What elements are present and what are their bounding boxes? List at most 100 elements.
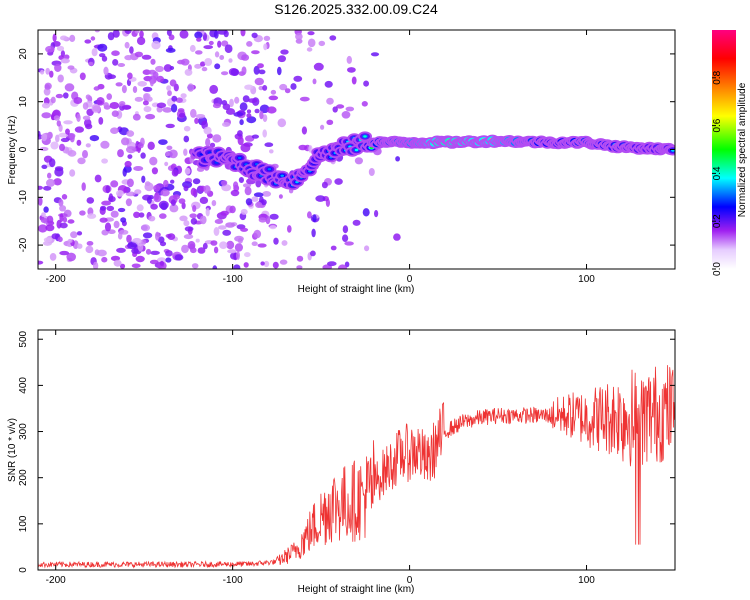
heatmap-cell xyxy=(160,202,168,211)
heatmap-cell xyxy=(94,249,100,256)
heatmap-cell xyxy=(59,250,70,256)
heatmap-cell xyxy=(342,225,349,234)
heatmap-cell xyxy=(336,104,345,109)
heatmap-cell xyxy=(68,133,76,139)
heatmap-cell xyxy=(59,222,68,229)
heatmap-cell xyxy=(103,66,109,76)
colorbar-tick-label: 0.2 xyxy=(712,214,723,228)
heatmap-cell xyxy=(153,194,162,203)
heatmap-cell xyxy=(107,74,117,79)
heatmap-cell xyxy=(243,262,249,268)
heatmap-cell xyxy=(374,210,379,218)
heatmap-cell xyxy=(59,205,67,212)
heatmap-cell xyxy=(113,220,120,229)
heatmap-cell xyxy=(91,48,98,57)
snr-y-ticks: 0 100 200 300 400 500 xyxy=(18,330,675,573)
heatmap-cell xyxy=(162,107,173,113)
heatmap-cell xyxy=(134,51,143,58)
heatmap-cell xyxy=(240,143,251,153)
heatmap-cell xyxy=(46,215,54,224)
heatmap-cell xyxy=(127,72,133,80)
heatmap-cell xyxy=(82,115,91,121)
heatmap-cell xyxy=(241,66,247,75)
heatmap-cell xyxy=(113,259,122,267)
heatmap-cell xyxy=(255,180,262,188)
heatmap-cell xyxy=(253,229,262,239)
heatmap-cell xyxy=(208,40,214,46)
heatmap-cell xyxy=(265,216,271,225)
snr-panel: -200 -100 0 100 0 100 200 300 400 500 Height of … xyxy=(7,329,676,595)
snr-x-tick-label: 0 xyxy=(407,575,413,586)
heatmap-cell xyxy=(156,102,167,109)
heatmap-cell xyxy=(46,178,55,187)
heatmap-cell xyxy=(119,263,126,269)
heatmap-cell xyxy=(183,148,188,156)
heatmap-cell xyxy=(175,97,183,103)
heatmap-cell xyxy=(351,76,357,85)
heatmap-cell xyxy=(126,178,134,188)
heatmap-cell xyxy=(171,103,178,113)
heatmap-cell xyxy=(136,204,144,212)
heatmap-cell xyxy=(67,150,77,157)
heatmap-cell xyxy=(54,63,62,72)
heatmap-cell xyxy=(117,149,124,158)
heatmap-cell xyxy=(56,45,65,52)
heatmap-cell xyxy=(337,264,348,269)
heatmap-cell xyxy=(142,100,149,106)
heatmap-cell xyxy=(280,174,285,177)
heatmap-cell xyxy=(312,214,317,223)
heatmap-cell xyxy=(85,143,91,148)
heatmap-cell xyxy=(221,40,229,47)
heatmap-cell xyxy=(205,137,211,147)
heatmap-cell xyxy=(137,143,144,149)
heatmap-cell xyxy=(150,203,158,210)
heatmap-cell xyxy=(301,126,307,135)
heatmap-cell xyxy=(38,260,44,265)
heatmap-cell xyxy=(199,196,209,204)
heatmap-cell xyxy=(177,108,185,113)
heatmap-cell xyxy=(134,96,144,102)
snr-y-tick-label: 0 xyxy=(18,567,29,573)
heatmap-cell xyxy=(237,156,242,160)
heatmap-cell xyxy=(96,249,107,257)
heatmap-cell xyxy=(59,143,65,152)
heatmap-cell xyxy=(222,229,232,236)
heatmap-cell xyxy=(318,40,326,47)
heatmap-cell xyxy=(257,63,264,69)
heatmap-cell xyxy=(127,154,133,160)
heatmap-cell xyxy=(218,225,227,230)
heatmap-cell xyxy=(228,58,233,63)
heatmap-cell xyxy=(163,179,169,188)
heatmap-cell xyxy=(181,202,186,210)
heatmap-cell xyxy=(157,236,165,243)
heatmap-cell xyxy=(240,208,248,215)
heatmap-cell xyxy=(195,50,203,55)
heatmap-cell xyxy=(179,215,188,222)
heatmap-cell xyxy=(263,43,268,51)
heatmap-cell xyxy=(244,252,251,258)
heatmap-cell xyxy=(221,184,232,192)
heatmap-cell xyxy=(124,30,132,34)
heatmap-cell xyxy=(306,47,313,52)
heatmap-cell xyxy=(85,245,94,254)
heatmap-cell xyxy=(284,88,291,94)
heatmap-cell xyxy=(79,210,86,216)
heatmap-cell xyxy=(101,55,108,62)
heatmap-cell xyxy=(134,189,142,195)
heatmap-cell xyxy=(257,243,267,248)
heatmap-cell xyxy=(74,126,84,133)
heatmap-cell xyxy=(253,65,260,75)
heatmap-cell xyxy=(145,248,152,255)
heatmap-cell xyxy=(110,180,119,188)
heatmap-cell xyxy=(298,144,308,151)
heatmap-cell xyxy=(311,228,316,238)
heatmap-cell xyxy=(308,145,313,153)
colorbar: 0.0 0.2 0.4 0.6 0.8 Normalized spectral ampl… xyxy=(712,30,748,276)
heatmap-cell xyxy=(138,212,145,218)
heatmap-cell xyxy=(166,145,173,150)
heatmap-cell xyxy=(169,79,177,87)
heatmap-cell xyxy=(251,50,260,55)
heatmap-cell xyxy=(143,106,152,113)
heatmap-cell xyxy=(45,224,55,232)
spectrogram-y-ticks: -20 -10 0 10 20 xyxy=(18,48,675,252)
